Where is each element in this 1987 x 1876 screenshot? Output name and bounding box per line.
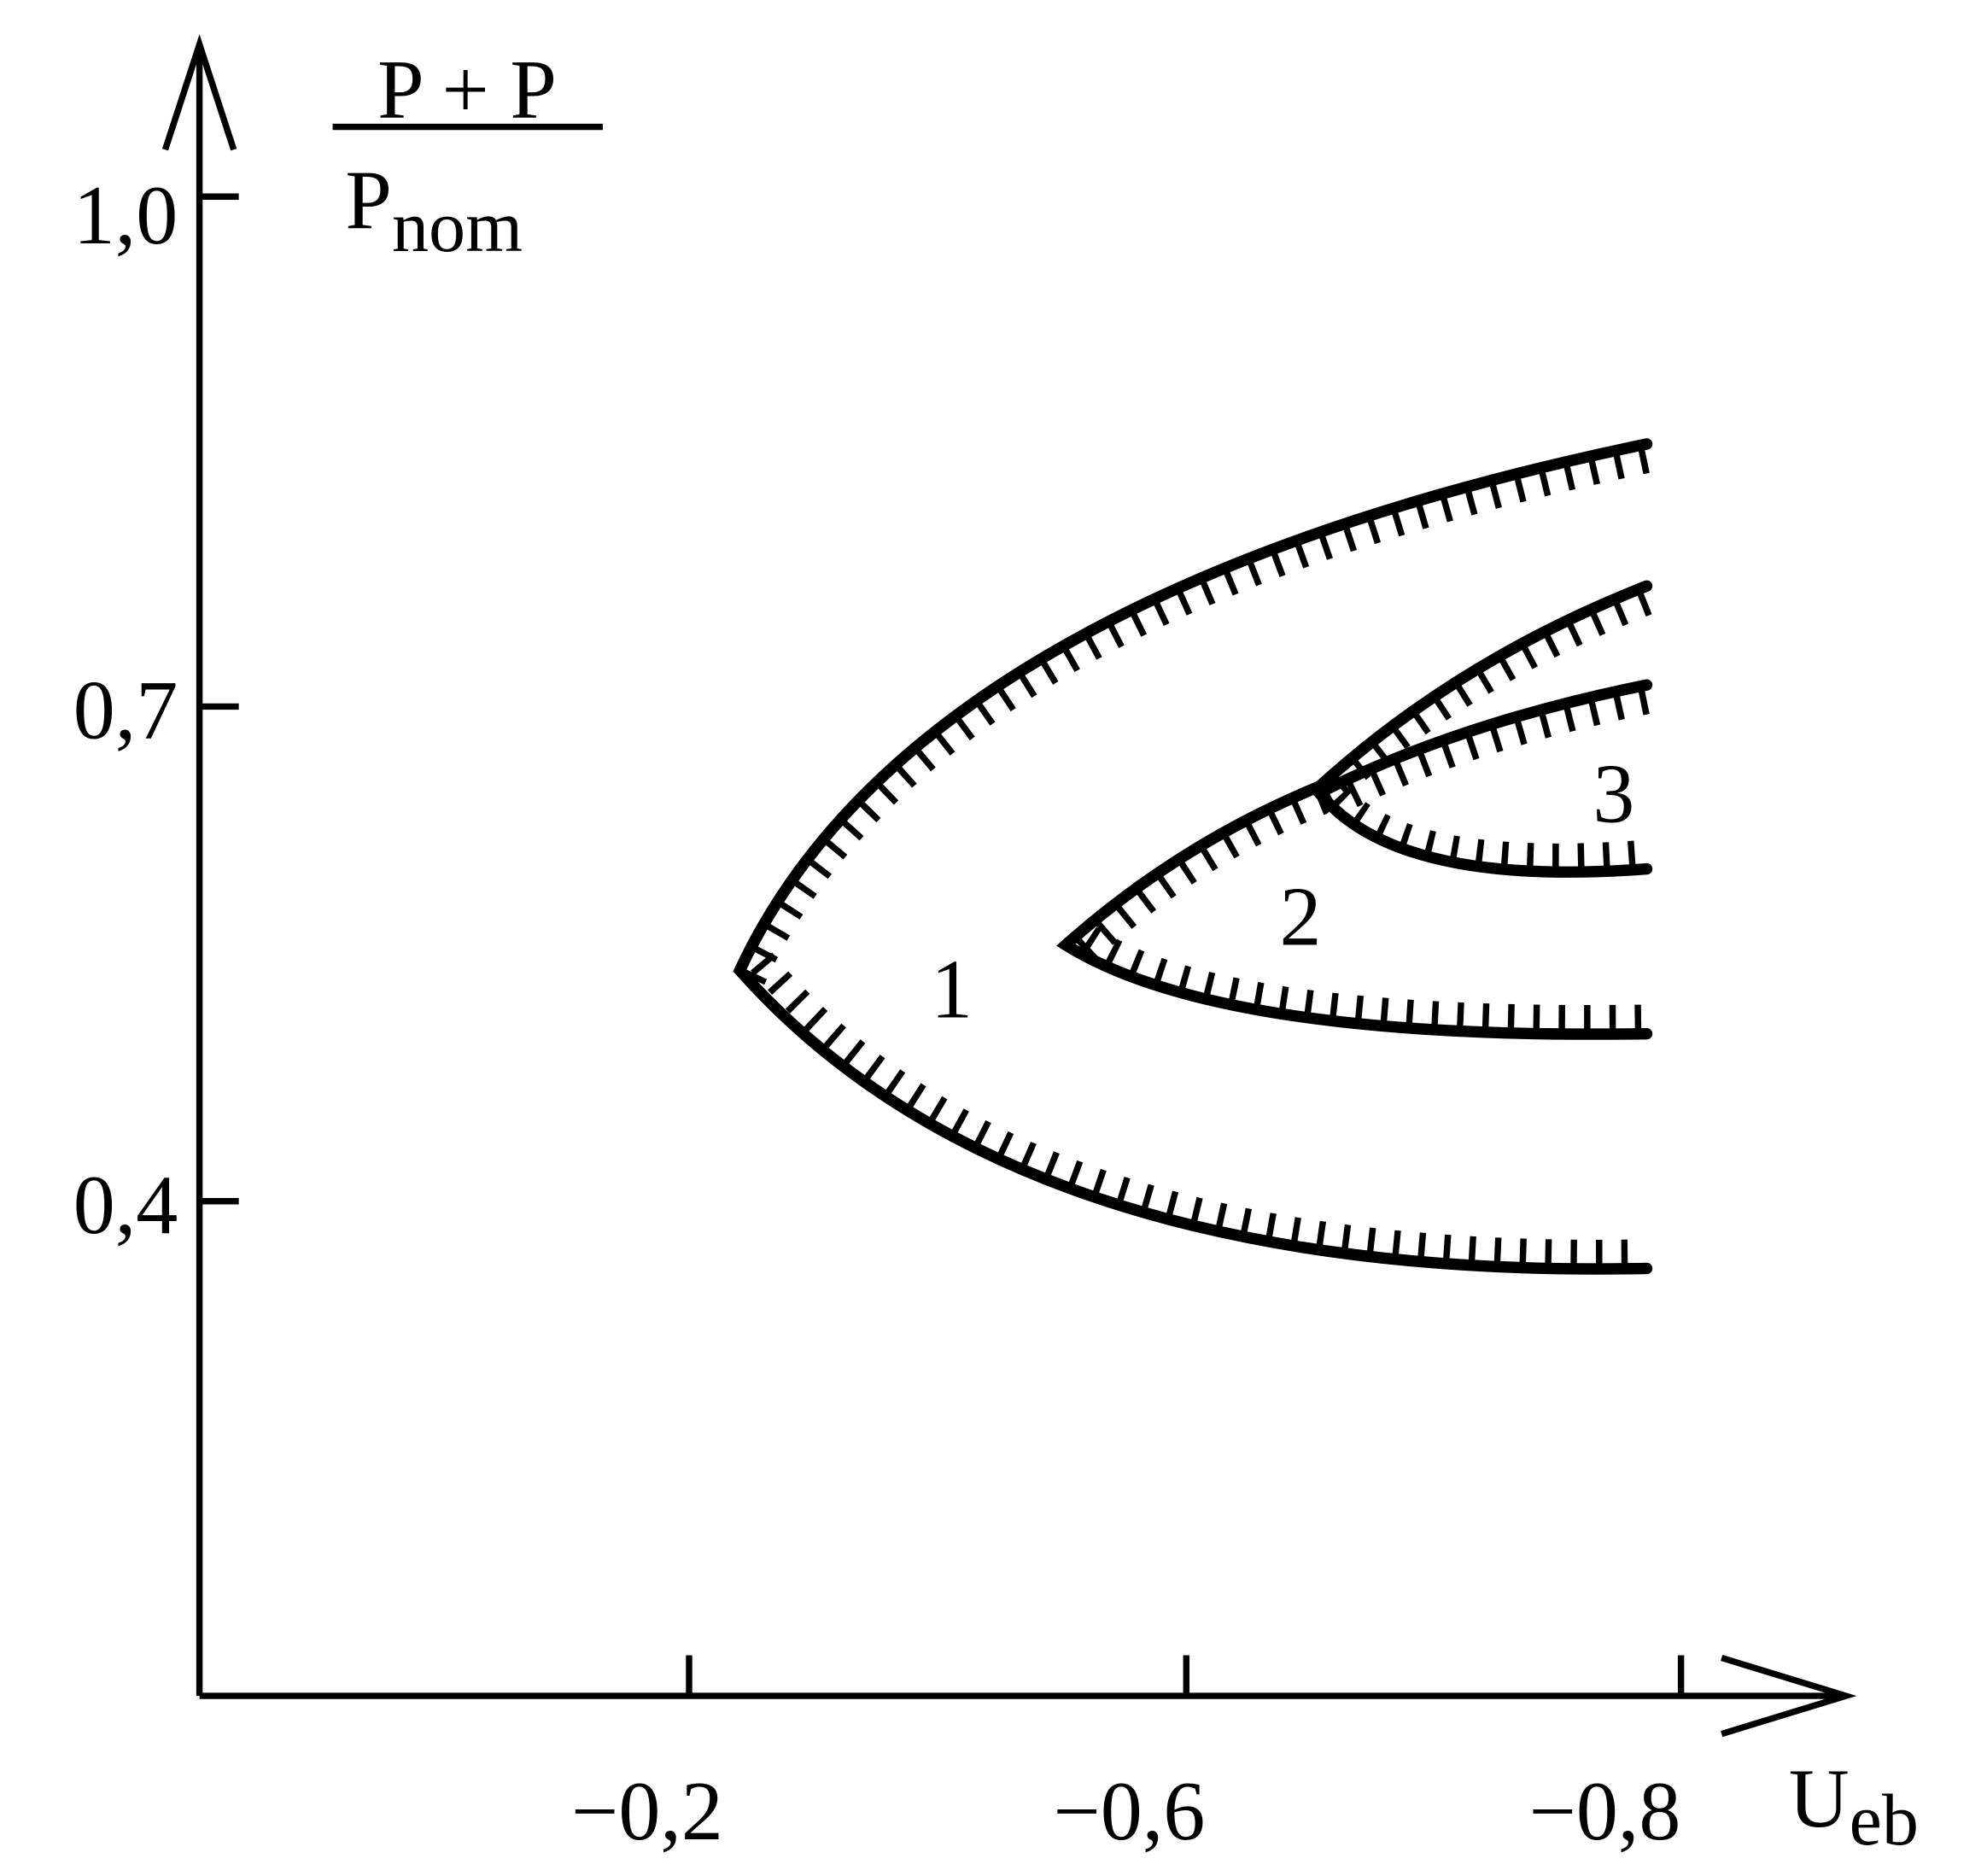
boundary-2 (1056, 580, 1653, 1040)
hatch (1066, 587, 1652, 971)
x-arrow (1721, 1654, 1857, 1738)
x-tick-label: −0,6 (1054, 1766, 1206, 1858)
hatch (1080, 926, 1647, 1033)
y-label-denominator-main: P (345, 155, 392, 247)
y-tick-label: 1,0 (73, 170, 178, 262)
y-label-denominator-sub: nom (392, 185, 523, 267)
y-tick-label: 0,7 (73, 665, 178, 757)
boundary-1 (733, 438, 1653, 1275)
axes (161, 33, 1857, 1738)
y-tick-label: 0,4 (73, 1160, 178, 1252)
x-label: Ueb (1789, 1753, 1919, 1861)
x-tick-label: −0,8 (1529, 1766, 1681, 1858)
hatch (1328, 786, 1648, 872)
region-label: 3 (1593, 749, 1634, 841)
region-label: 1 (931, 944, 973, 1036)
y-arrow (161, 33, 237, 151)
region-label: 2 (1279, 872, 1321, 964)
boundary-3 (1310, 679, 1653, 878)
x-tick-label: −0,2 (571, 1766, 723, 1858)
y-label-numerator: P + P (377, 44, 557, 137)
y-label-denominator: Pnom (345, 155, 523, 267)
x-label-sub: eb (1850, 1779, 1919, 1861)
x-label-main: U (1789, 1753, 1850, 1845)
hatch (1325, 686, 1650, 817)
